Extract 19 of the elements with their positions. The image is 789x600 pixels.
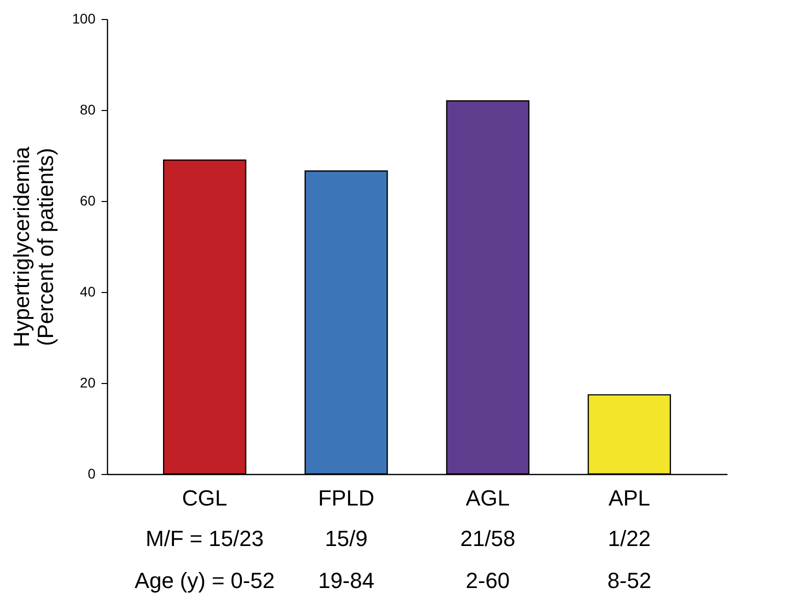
x-tick-label: AGL xyxy=(466,486,510,510)
y-tick-label: 40 xyxy=(80,284,96,300)
y-axis-title: Hypertriglyceridemia (Percent of patients) xyxy=(9,146,58,348)
y-tick-label: 100 xyxy=(72,10,96,26)
text: Age (y) = 0-52 xyxy=(134,568,275,593)
x-tick-label: FPLD xyxy=(318,486,374,510)
text: M/F = 15/23 xyxy=(146,526,264,551)
y-tick-label: 20 xyxy=(80,374,96,390)
y-tick-label: 0 xyxy=(88,466,96,482)
text: 19-84 xyxy=(318,568,374,593)
text: 8-52 xyxy=(607,568,652,593)
text: 1/22 xyxy=(608,526,651,551)
text: 2-60 xyxy=(466,568,510,593)
text: 21/58 xyxy=(460,526,516,551)
text: 15/9 xyxy=(324,526,368,551)
y-tick-label: 60 xyxy=(80,192,96,208)
y-tick-label: 80 xyxy=(80,102,96,118)
x-tick-label: CGL xyxy=(182,486,228,510)
x-tick-label: APL xyxy=(608,486,650,510)
